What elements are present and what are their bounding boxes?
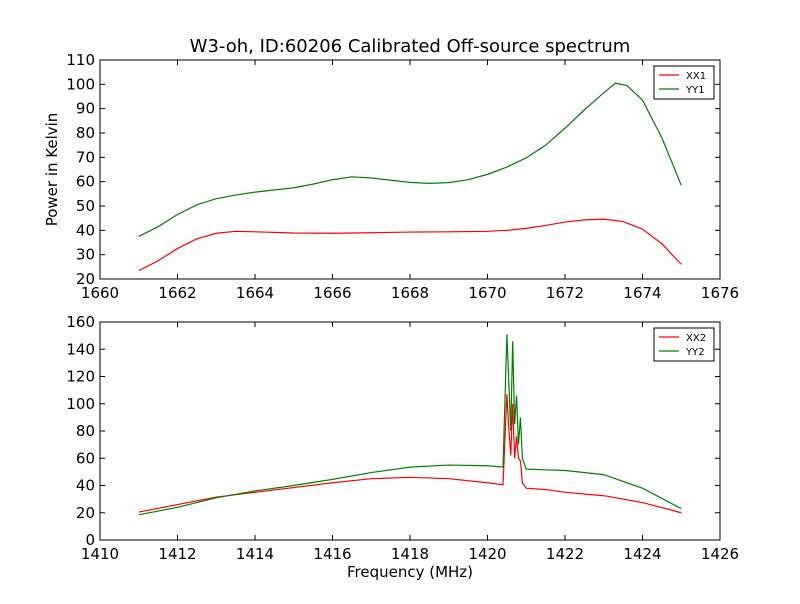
- y-axis-label: Power in Kelvin: [43, 113, 61, 227]
- x-tick-label: 1676: [701, 284, 739, 302]
- y-tick-label: 20: [76, 504, 95, 522]
- y-tick-label: 30: [76, 246, 95, 264]
- x-tick-label: 1422: [546, 545, 584, 563]
- series-line-xx1: [138, 218, 682, 272]
- x-tick-label: 1662: [158, 284, 196, 302]
- y-tick-label: 60: [76, 449, 95, 467]
- legend-box: [653, 65, 715, 100]
- x-tick-label: 1420: [468, 545, 506, 563]
- plot-2-frame: [99, 321, 721, 541]
- x-tick-label: 1672: [546, 284, 584, 302]
- x-axis-label: Frequency (MHz): [347, 563, 473, 581]
- legend-label-xx2: XX2: [686, 333, 706, 344]
- x-tick-label: 1674: [623, 284, 661, 302]
- y-tick-label: 60: [76, 173, 95, 191]
- x-tick-label: 1418: [391, 545, 429, 563]
- series-line-xx2: [138, 394, 682, 514]
- y-tick-label: 100: [66, 395, 95, 413]
- y-tick-label: 120: [66, 368, 95, 386]
- x-tick-label: 1666: [313, 284, 351, 302]
- y-tick-label: 80: [76, 422, 95, 440]
- y-tick-label: 70: [76, 148, 95, 166]
- x-tick-label: 1424: [623, 545, 661, 563]
- y-tick-label: 80: [76, 124, 95, 142]
- y-tick-label: 100: [66, 75, 95, 93]
- legend-box: [653, 327, 715, 362]
- series-line-yy1: [138, 82, 682, 237]
- legend-label-xx1: XX1: [686, 71, 706, 82]
- y-tick-label: 160: [66, 313, 95, 331]
- x-tick-label: 1416: [313, 545, 351, 563]
- series-line-yy2: [138, 334, 682, 516]
- y-tick-label: 140: [66, 340, 95, 358]
- plot-1-frame: [99, 59, 721, 280]
- y-tick-label: 90: [76, 100, 95, 118]
- y-tick-label: 50: [76, 197, 95, 215]
- x-tick-label: 1412: [158, 545, 196, 563]
- x-tick-label: 1414: [236, 545, 274, 563]
- x-tick-label: 1670: [468, 284, 506, 302]
- y-tick-label: 40: [76, 477, 95, 495]
- y-tick-label: 110: [66, 51, 95, 69]
- legend-label-yy2: YY2: [685, 347, 705, 358]
- legend-label-yy1: YY1: [685, 85, 705, 96]
- y-tick-label: 20: [76, 270, 95, 288]
- x-tick-label: 1664: [236, 284, 274, 302]
- x-tick-label: 1668: [391, 284, 429, 302]
- x-tick-label: 1410: [81, 545, 119, 563]
- y-tick-label: 0: [85, 531, 95, 549]
- x-tick-label: 1426: [701, 545, 739, 563]
- plot-2: 1410 1412 1414 1416 1418 1420 1422 1424 1426 0 20 4…: [66, 313, 739, 581]
- y-tick-label: 40: [76, 221, 95, 239]
- plot-1: 1660 1662 1664 1666 1668 1670 1672 1674 1676 20 30…: [43, 51, 739, 302]
- figure-title: W3-oh, ID:60206 Calibrated Off-source sp…: [190, 36, 631, 57]
- x-tick-label: 1660: [81, 284, 119, 302]
